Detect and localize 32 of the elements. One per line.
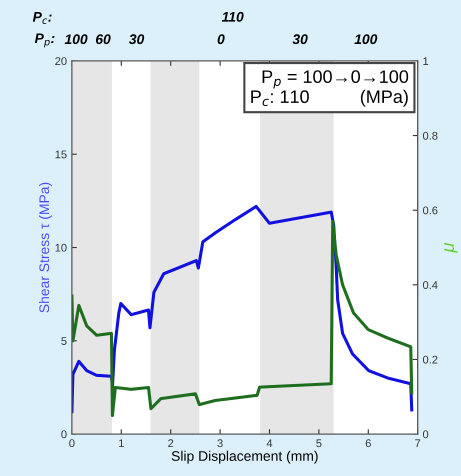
text: 60 xyxy=(96,34,111,44)
x-tick-label: 3 xyxy=(217,439,223,448)
y-tick-label: 20 xyxy=(55,57,67,66)
text: P$_{p}$ = 100→0→100 P$_{c}$: 110 (MPa) xyxy=(251,70,408,107)
x-axis-title: Slip Displacement (mm) xyxy=(172,450,318,464)
y2-tick-label: 1 xyxy=(423,57,428,65)
text: 0 xyxy=(218,34,225,44)
text: P$_{c}$: xyxy=(32,12,52,24)
text: 110 xyxy=(222,12,244,22)
y-tick-label: 0 xyxy=(61,430,67,438)
y2-tick-label: 0 xyxy=(422,430,428,438)
x-tick-label: 7 xyxy=(415,439,420,448)
y2-tick-label: 0.6 xyxy=(422,206,438,214)
text: 30 xyxy=(292,34,308,44)
y2-tick-label: 0.8 xyxy=(422,132,438,140)
x-tick-label: 1 xyxy=(119,439,124,448)
y-tick-label: 10 xyxy=(56,244,67,252)
y-tick-label: 5 xyxy=(61,337,67,345)
x-tick-label: 5 xyxy=(316,439,322,448)
text: P$_{p}$: xyxy=(34,33,54,48)
y-axis-title: Shear Stress τ (MPa) xyxy=(38,182,52,313)
x-tick-label: 2 xyxy=(168,439,174,448)
text: 30 xyxy=(128,34,144,44)
text: 100 xyxy=(354,34,378,44)
x-tick-label: 6 xyxy=(366,439,371,448)
y2-tick-label: 0.4 xyxy=(422,281,438,289)
x-tick-label: 4 xyxy=(266,439,272,448)
text: 100 xyxy=(64,34,88,44)
y2-axis-title: μ xyxy=(444,242,458,253)
y-tick-label: 15 xyxy=(56,150,67,158)
x-tick-label: 0 xyxy=(69,439,75,448)
y2-tick-label: 0.2 xyxy=(422,356,438,364)
